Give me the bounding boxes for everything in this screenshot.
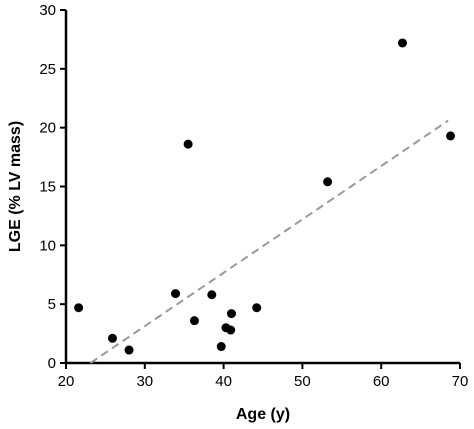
- y-tick-label: 20: [39, 120, 56, 137]
- data-point: [107, 333, 117, 343]
- data-point: [446, 131, 456, 141]
- y-axis-label: LGE (% LV mass): [7, 121, 24, 252]
- data-point: [323, 177, 333, 187]
- data-point: [74, 303, 84, 313]
- data-point: [189, 316, 199, 326]
- x-axis-ticks: 20 30 40 50 60 70: [58, 363, 469, 390]
- data-point: [226, 309, 236, 319]
- data-points: [74, 38, 456, 355]
- x-tick-label: 70: [452, 373, 469, 390]
- y-axis-ticks: 0 5 10 15 20 25 30: [39, 2, 66, 372]
- axes: [64, 10, 460, 365]
- x-tick-label: 30: [136, 373, 153, 390]
- x-tick-label: 20: [58, 373, 75, 390]
- data-point: [252, 303, 262, 313]
- data-point: [397, 38, 407, 48]
- data-point: [124, 345, 134, 355]
- y-tick-label: 15: [39, 179, 56, 196]
- data-point: [226, 325, 236, 335]
- y-tick-label: 30: [39, 2, 56, 19]
- y-tick-label: 25: [39, 61, 56, 78]
- trend-line: [89, 119, 449, 364]
- x-tick-label: 50: [294, 373, 311, 390]
- y-tick-label: 10: [39, 237, 56, 254]
- x-tick-label: 60: [373, 373, 390, 390]
- x-axis-label: Age (y): [236, 406, 290, 423]
- y-tick-label: 5: [48, 296, 56, 313]
- data-point: [216, 342, 226, 352]
- y-tick-label: 0: [48, 355, 56, 372]
- data-point: [183, 139, 193, 149]
- data-point: [171, 289, 181, 299]
- x-tick-label: 40: [215, 373, 232, 390]
- data-point: [207, 290, 217, 300]
